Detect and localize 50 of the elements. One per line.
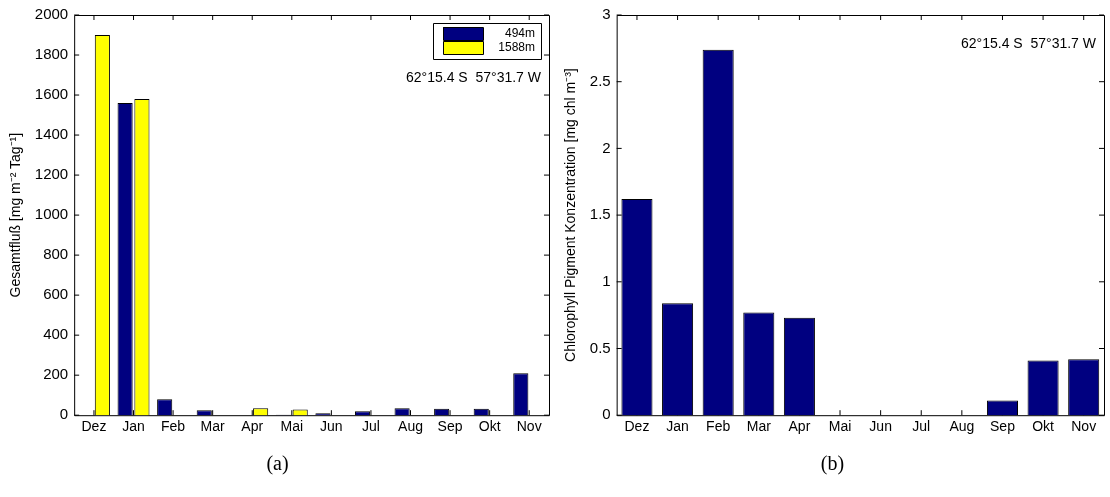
- x-tick-label: Jun: [869, 418, 892, 435]
- x-tick-label: Dez: [81, 418, 107, 435]
- x-tick-label: Apr: [788, 418, 811, 435]
- y-tick-label: 0.5: [589, 338, 611, 356]
- x-tick-label: Nov: [516, 418, 542, 435]
- y-tick-label: 2000: [34, 5, 69, 23]
- annotation: 62°15.4 S 57°31.7 W: [406, 68, 542, 85]
- text: (a): [265, 452, 290, 475]
- x-tick-label: Jun: [320, 418, 343, 435]
- x-tick-label: Mai: [280, 418, 304, 435]
- text: (b): [819, 452, 846, 475]
- x-tick-label: Apr: [241, 418, 264, 435]
- y-tick-label: 200: [43, 365, 69, 383]
- y-tick-label: 400: [43, 325, 69, 343]
- y-tick-label: 800: [43, 245, 69, 263]
- legend-label: 1588m: [498, 40, 535, 55]
- x-tick-label: Feb: [706, 418, 731, 435]
- y-tick-label: 1800: [34, 45, 69, 63]
- x-tick-label: Dez: [624, 418, 650, 435]
- y-tick-label: 2: [602, 138, 611, 156]
- annotation: 62°15.4 S 57°31.7 W: [961, 34, 1097, 51]
- x-tick-label: Aug: [398, 418, 423, 435]
- x-tick-label: Mar: [746, 418, 772, 435]
- x-tick-label: Okt: [1032, 418, 1055, 435]
- y-tick-label: 3: [602, 5, 611, 23]
- x-tick-label: Jul: [912, 418, 931, 435]
- y-tick-label: 0: [602, 405, 611, 423]
- y-tick-label: 2.5: [589, 71, 611, 89]
- y-axis-title: Chlorophyll Pigment Konzentration [mg chl m⁻³]: [562, 68, 579, 362]
- x-tick-label: Sep: [437, 418, 463, 435]
- y-tick-label: 0: [59, 405, 69, 423]
- x-tick-label: Jan: [666, 418, 689, 435]
- y-axis-title: Gesamtfluß [mg m⁻² Tag⁻¹]: [7, 132, 24, 298]
- x-tick-label: Mai: [828, 418, 852, 435]
- x-tick-label: Feb: [161, 418, 186, 435]
- y-tick-label: 1600: [34, 85, 69, 103]
- y-tick-label: 1: [602, 271, 611, 289]
- y-tick-label: 1000: [34, 205, 69, 223]
- legend-label: 494m: [504, 26, 535, 41]
- x-tick-label: Sep: [990, 418, 1016, 435]
- x-tick-label: Jul: [361, 418, 380, 435]
- x-tick-label: Nov: [1071, 418, 1097, 435]
- y-tick-label: 1400: [34, 125, 69, 143]
- x-tick-label: Okt: [478, 418, 501, 435]
- x-tick-label: Mar: [200, 418, 226, 435]
- x-tick-label: Aug: [949, 418, 975, 435]
- y-tick-label: 1.5: [589, 205, 611, 223]
- y-tick-label: 600: [43, 285, 69, 303]
- x-tick-label: Jan: [122, 418, 145, 435]
- y-tick-label: 1200: [34, 165, 69, 183]
